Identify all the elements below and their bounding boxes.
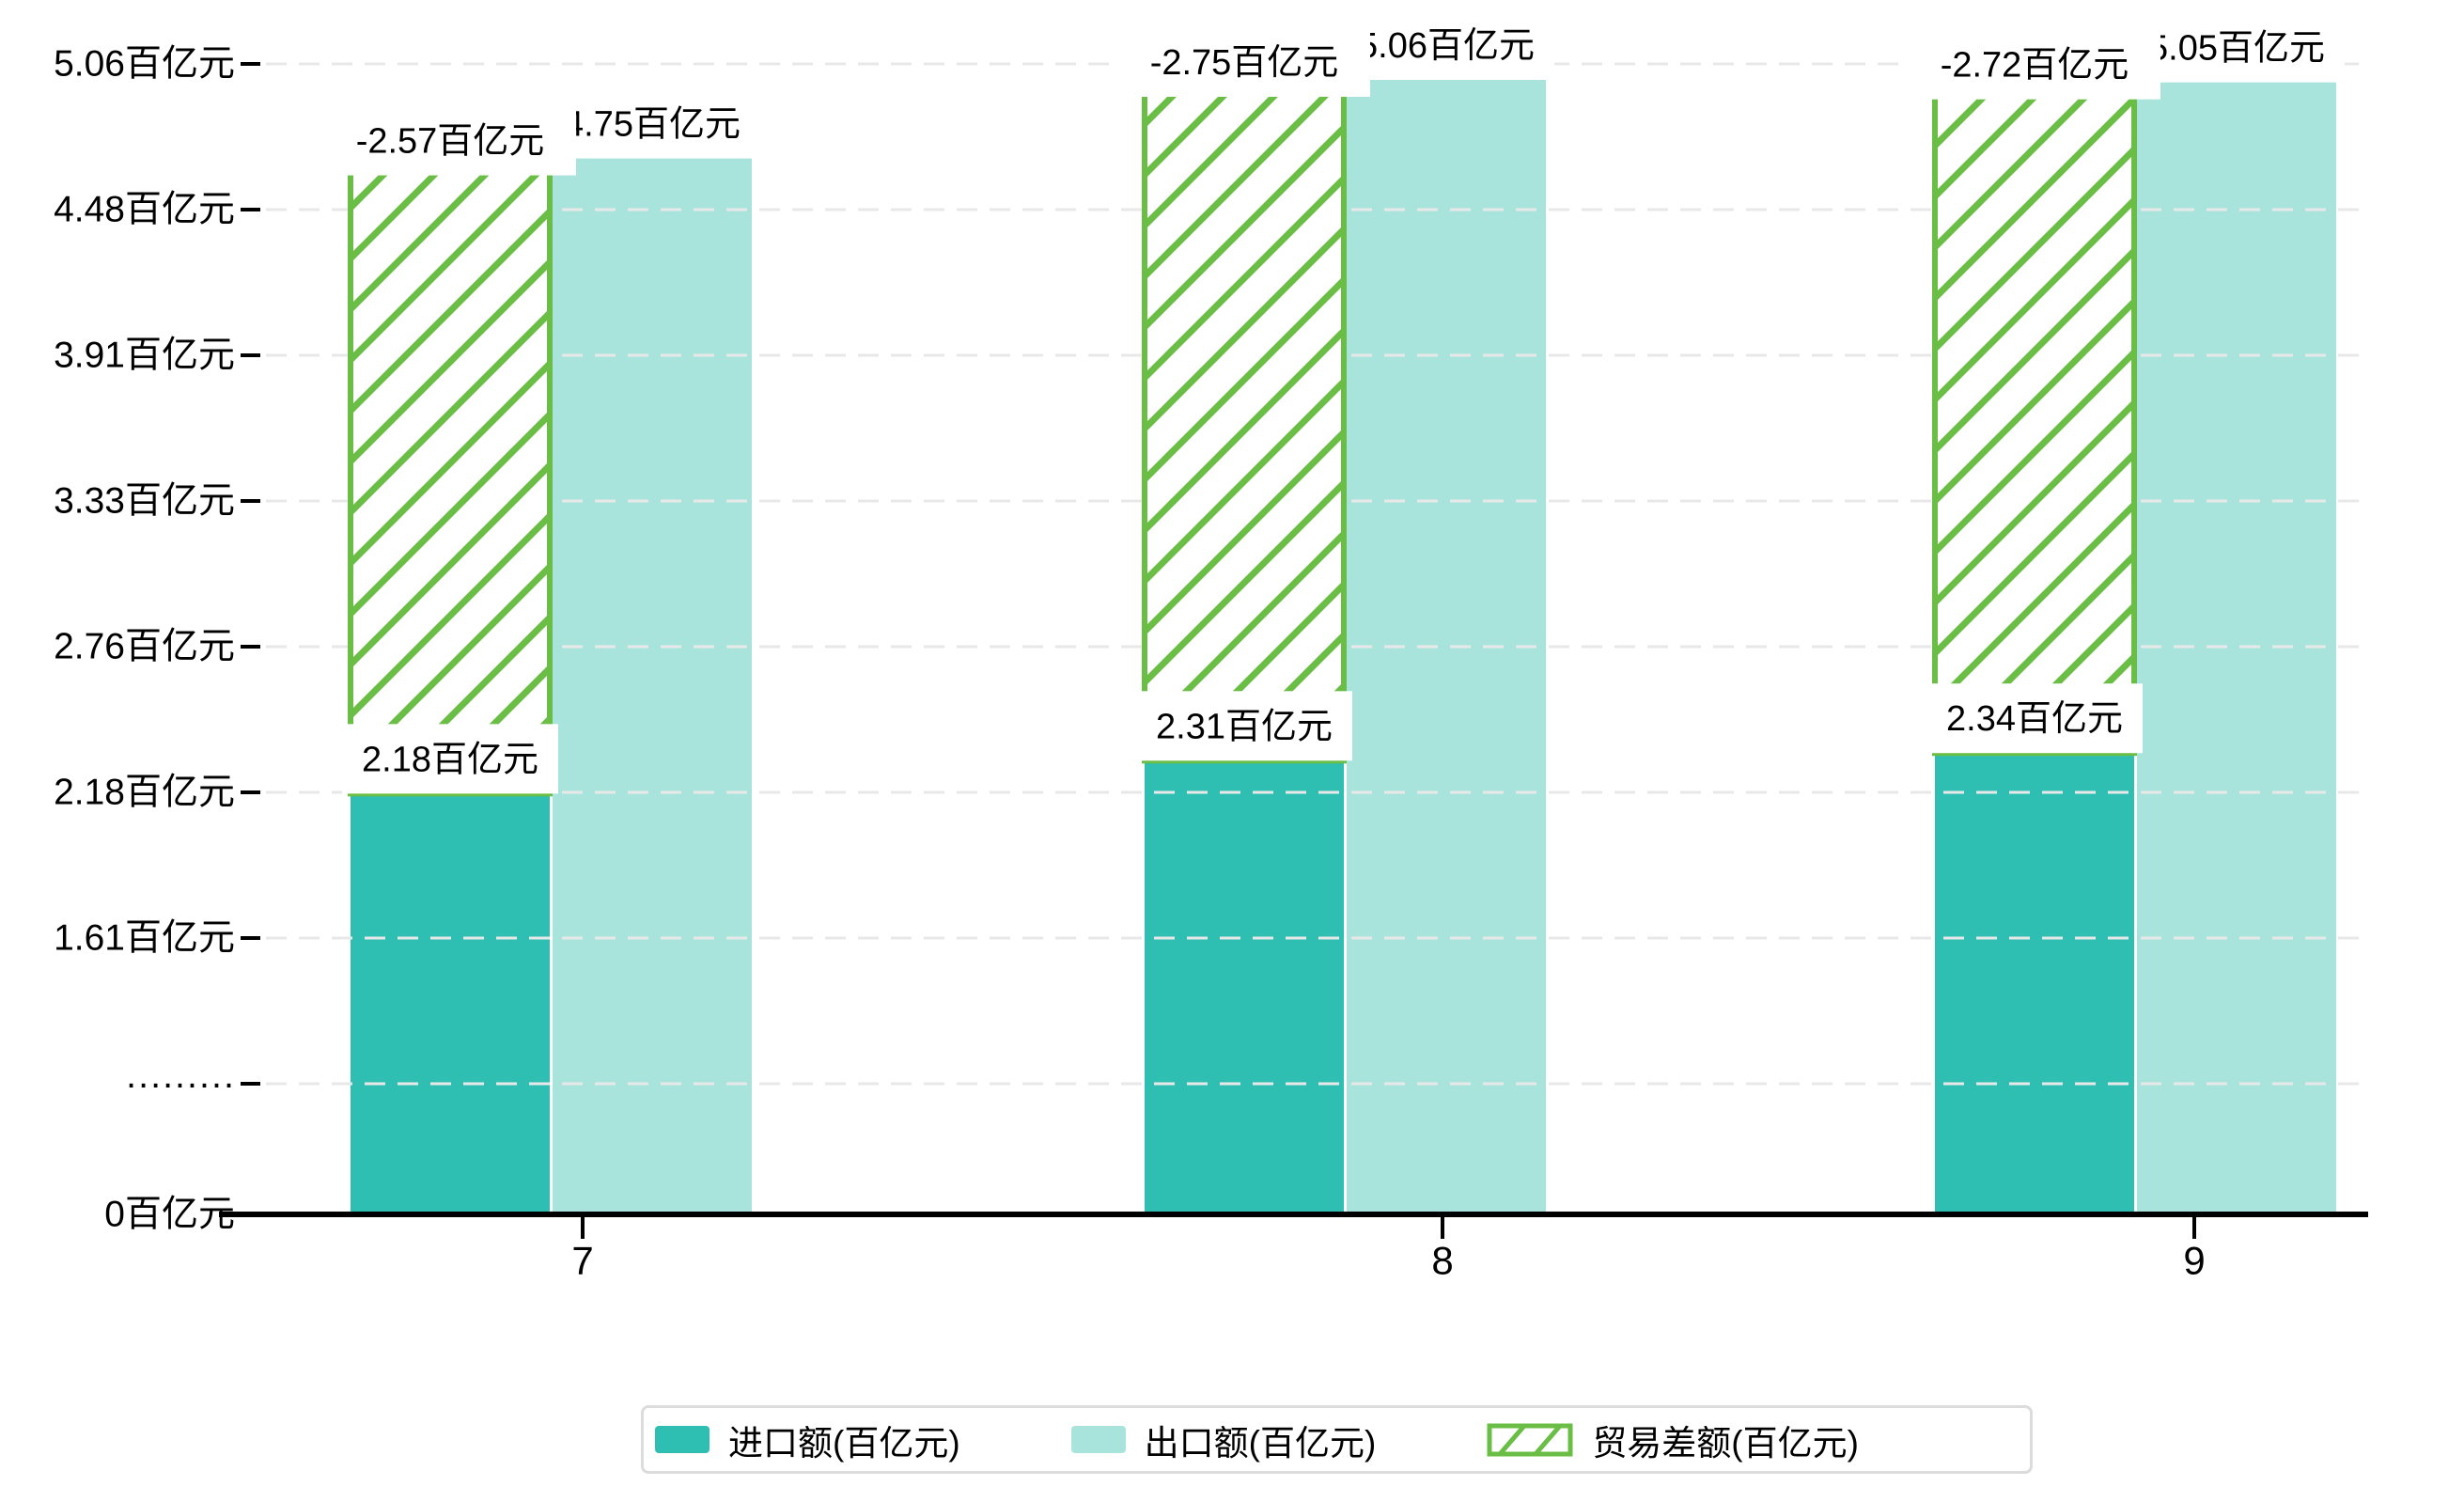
export-swatch-icon [1070,1426,1126,1453]
export-value-label: 4.75百亿元 [544,88,760,159]
import-value-label: 2.34百亿元 [1926,683,2143,754]
trade-balance-value-label: -2.75百亿元 [1118,27,1370,97]
export-bar[interactable] [2137,66,2336,1214]
y-tick-label: 5.06百亿元 [54,44,235,85]
svg-text:4.75百亿元: 4.75百亿元 [564,105,741,145]
x-tick-label: 7 [571,1239,593,1283]
import-swatch-icon [655,1426,710,1453]
import-bar[interactable] [1935,753,2134,1214]
legend: 进口额(百亿元) 出口额(百亿元) 贸易差额(百亿元) [641,1405,2033,1474]
export-value-label: 5.06百亿元 [1338,10,1554,80]
import-bar[interactable] [351,793,550,1214]
trade-balance-layer [348,78,2137,797]
y-tick-label: 3.91百亿元 [54,336,235,376]
y-tick-label: 2.76百亿元 [54,627,235,667]
legend-item-export[interactable]: 出口额(百亿元) [1070,1415,1377,1465]
import-bar[interactable] [1145,760,1344,1214]
trade-balance-bar[interactable] [1932,80,2137,757]
svg-text:5.06百亿元: 5.06百亿元 [1358,26,1535,66]
y-tick-label: 1.61百亿元 [54,918,235,959]
svg-text:2.34百亿元: 2.34百亿元 [1946,699,2123,739]
x-tick-label: 8 [1431,1239,1453,1283]
import-value-label: 2.18百亿元 [342,724,558,794]
svg-text:2.18百亿元: 2.18百亿元 [362,740,538,779]
trade-balance-bar[interactable] [1142,78,1347,764]
legend-item-trade-balance[interactable]: 贸易差额(百亿元) [1487,1415,1859,1465]
export-bar[interactable] [553,142,752,1215]
svg-text:-2.75百亿元: -2.75百亿元 [1150,43,1339,83]
export-value-label: 5.05百亿元 [2129,12,2345,83]
trade-balance-swatch-icon [1487,1423,1573,1456]
import-value-label: 2.31百亿元 [1136,691,1352,761]
svg-text:5.05百亿元: 5.05百亿元 [2148,29,2325,69]
trade-balance-value-label: -2.72百亿元 [1909,29,2160,100]
export-bar[interactable] [1347,64,1546,1214]
y-tick-label: 0百亿元 [104,1195,235,1235]
svg-text:-2.72百亿元: -2.72百亿元 [1941,46,2129,86]
trade-balance-value-label: -2.57百亿元 [324,105,576,176]
legend-label-export: 出口额(百亿元) [1144,1423,1377,1463]
legend-label-trade-balance: 贸易差额(百亿元) [1592,1423,1859,1463]
bars-layer [351,64,2336,1215]
x-tick-label: 9 [2183,1239,2205,1283]
axes-layer: 7 8 9 5.06百亿元 4.48百亿元 3.91百亿元 3.33百亿元 2.76百亿元 2.… [54,44,2368,1283]
legend-label-import: 进口额(百亿元) [728,1423,960,1463]
y-tick-label: ········· [125,1064,235,1104]
trade-balance-bar[interactable] [348,156,553,797]
svg-text:2.31百亿元: 2.31百亿元 [1156,707,1333,746]
svg-text:-2.57百亿元: -2.57百亿元 [356,122,545,162]
y-tick-label: 4.48百亿元 [54,190,235,230]
y-tick-label: 3.33百亿元 [54,481,235,522]
data-labels-layer: 4.75百亿元 5.06百亿元 5.05百亿元 -2.57百亿元 -2.75百亿元 -2.… [324,10,2345,794]
legend-item-import[interactable]: 进口额(百亿元) [655,1415,960,1465]
y-tick-label: 2.18百亿元 [54,773,235,813]
